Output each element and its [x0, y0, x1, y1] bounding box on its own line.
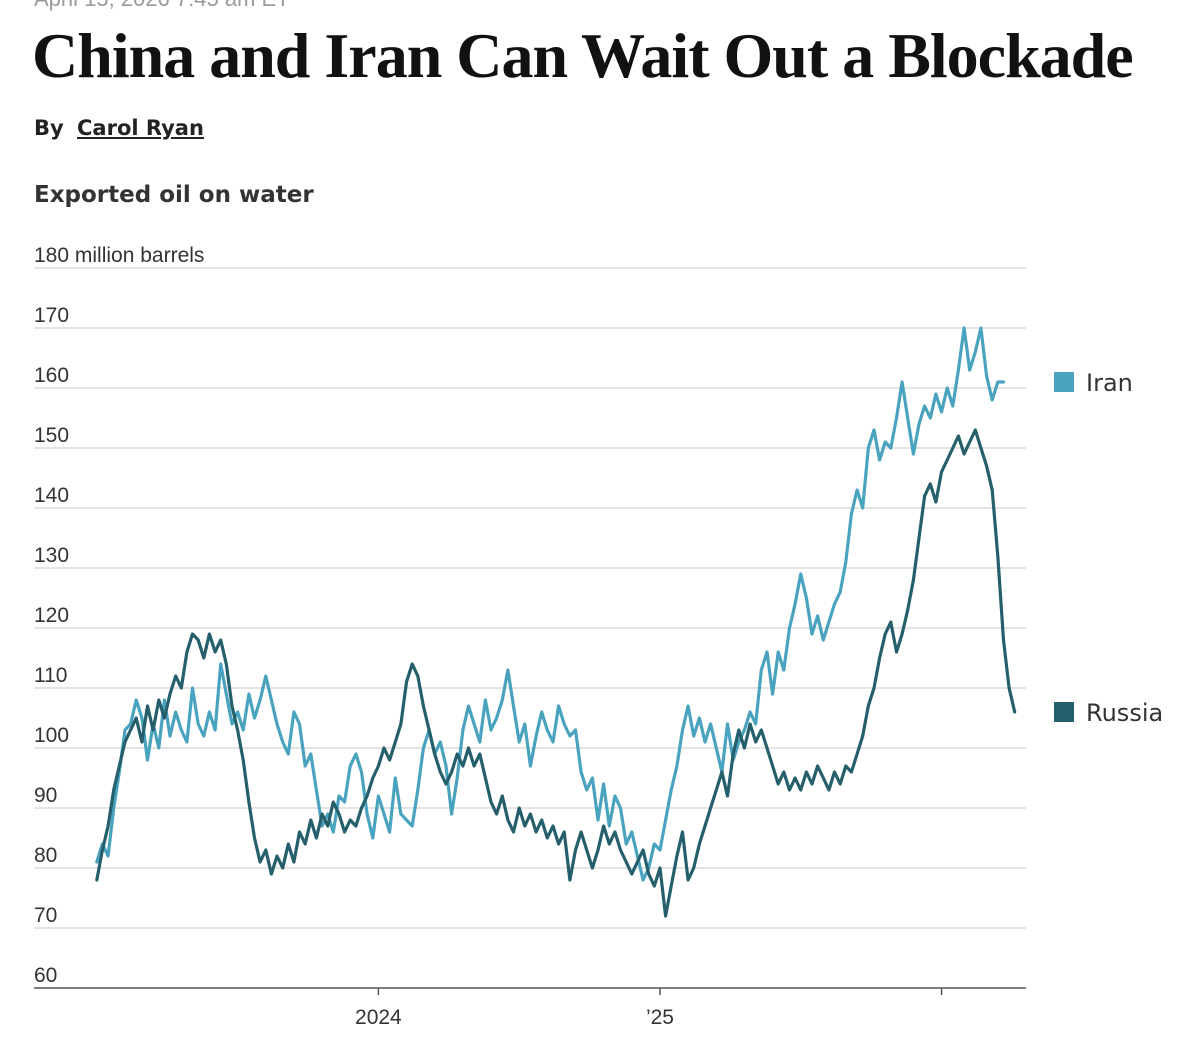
y-tick-label: 140 [34, 484, 69, 507]
y-tick-label: 150 [34, 424, 69, 447]
article-dateline: April 15, 2026 7:45 am ET [34, 0, 290, 12]
y-tick-label: 60 [34, 964, 57, 987]
article-headline: China and Iran Can Wait Out a Blockade [32, 20, 1134, 91]
y-tick-label: 90 [34, 784, 57, 807]
y-tick-label: 100 [34, 724, 69, 747]
legend: Iran Russia [1054, 369, 1163, 727]
x-axis: 2024 ’25 [34, 987, 1026, 1029]
y-axis-ticks: 60 70 80 90 100 110 120 130 140 150 160 170 180 mill… [34, 244, 204, 987]
y-tick-label: 130 [34, 544, 69, 567]
y-tick-label: 170 [34, 304, 69, 327]
y-tick-label: 180 million barrels [34, 244, 204, 267]
legend-swatch-russia [1054, 702, 1074, 722]
y-tick-label: 70 [34, 904, 57, 927]
y-tick-label: 120 [34, 604, 69, 627]
y-tick-label: 80 [34, 844, 57, 867]
chart-title: Exported oil on water [34, 182, 314, 208]
x-tick-label: 2024 [355, 1006, 402, 1029]
series-line-iran [95, 326, 1006, 882]
x-tick-label: ’25 [646, 1006, 674, 1029]
y-tick-label: 160 [34, 364, 69, 387]
y-tick-label: 110 [34, 664, 67, 687]
byline: By Carol Ryan [34, 116, 204, 140]
series-line-russia [95, 428, 1017, 918]
series-lines [95, 326, 1017, 918]
gridlines [34, 267, 1026, 929]
author-link[interactable]: Carol Ryan [77, 116, 204, 140]
legend-label-iran: Iran [1086, 369, 1133, 397]
legend-label-russia: Russia [1086, 699, 1163, 727]
byline-prefix: By [34, 116, 64, 140]
legend-swatch-iran [1054, 372, 1074, 392]
